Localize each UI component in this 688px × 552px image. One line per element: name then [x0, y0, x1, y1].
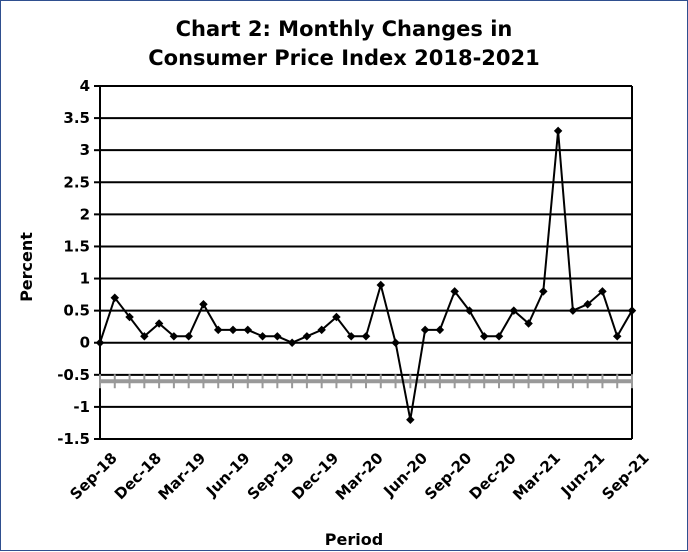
x-tick-label: Sep-19 [244, 449, 298, 503]
data-point [243, 325, 253, 335]
data-point [509, 306, 519, 315]
data-point [568, 306, 578, 315]
data-point [346, 332, 356, 341]
data-point [391, 338, 400, 347]
data-point [435, 325, 445, 335]
data-point [420, 325, 430, 335]
data-point [539, 287, 548, 296]
data-point [524, 319, 533, 328]
chart-title-line-1: Chart 2: Monthly Changes in [175, 17, 513, 41]
data-point [317, 325, 326, 335]
x-tick-label: Mar-20 [332, 449, 387, 504]
data-point [450, 287, 459, 296]
data-point [110, 293, 120, 303]
data-point [125, 312, 134, 322]
data-point [228, 325, 238, 335]
data-point [140, 332, 149, 341]
x-tick-label: Dec-18 [111, 449, 165, 503]
data-point [612, 332, 622, 341]
y-tick-label: 1 [80, 270, 90, 288]
data-point [258, 332, 267, 341]
data-point [553, 126, 563, 136]
data-point [361, 332, 371, 341]
y-tick-label: 1.5 [63, 237, 90, 255]
data-point [627, 306, 637, 315]
data-point [376, 280, 386, 290]
data-point [332, 312, 341, 322]
data-point [494, 332, 504, 341]
x-tick-label: Sep-21 [598, 449, 652, 503]
x-axis-ticks: Sep-18Dec-18Mar-19Jun-19Sep-19Dec-19Mar-… [66, 449, 652, 504]
data-point [273, 332, 282, 341]
y-tick-label: 4 [80, 77, 90, 95]
y-tick-label: -1.5 [57, 430, 90, 448]
data-point [302, 332, 312, 341]
x-tick-label: Mar-19 [155, 449, 210, 504]
y-axis-title: Percent [17, 232, 36, 302]
x-tick-label: Sep-18 [66, 449, 120, 503]
data-point [184, 332, 193, 341]
data-point [406, 415, 415, 424]
x-tick-label: Sep-20 [421, 449, 475, 503]
data-point [287, 338, 297, 347]
y-tick-label: 0.5 [63, 302, 90, 320]
x-tick-label: Dec-19 [288, 449, 342, 503]
chart-title: Chart 2: Monthly Changes in Consumer Pri… [1, 15, 687, 73]
y-tick-label: 3 [80, 141, 90, 159]
y-tick-label: -1 [73, 398, 90, 416]
chart-title-line-2: Consumer Price Index 2018-2021 [148, 46, 540, 70]
series-layer [95, 126, 637, 424]
data-point [169, 332, 179, 341]
reference-line [99, 374, 633, 389]
data-point [583, 299, 592, 309]
data-point [479, 332, 489, 341]
data-point [598, 287, 607, 296]
data-point [95, 338, 105, 347]
x-tick-label: Mar-21 [509, 449, 564, 504]
data-point [465, 306, 474, 315]
y-axis-ticks: 4 3.5 3 2.5 2 1.5 1 0.5 0 -0.5 -1 -1.5 [57, 77, 90, 448]
x-tick-label: Dec-20 [466, 449, 520, 503]
y-tick-label: 2 [80, 205, 90, 223]
y-tick-label: -0.5 [57, 366, 90, 384]
data-point [213, 325, 223, 335]
data-point [154, 319, 164, 328]
y-tick-label: 2.5 [63, 173, 90, 191]
y-tick-label: 0 [80, 334, 90, 352]
data-point [199, 299, 208, 309]
x-axis-title: Period [325, 530, 383, 549]
y-tick-label: 3.5 [63, 109, 90, 127]
